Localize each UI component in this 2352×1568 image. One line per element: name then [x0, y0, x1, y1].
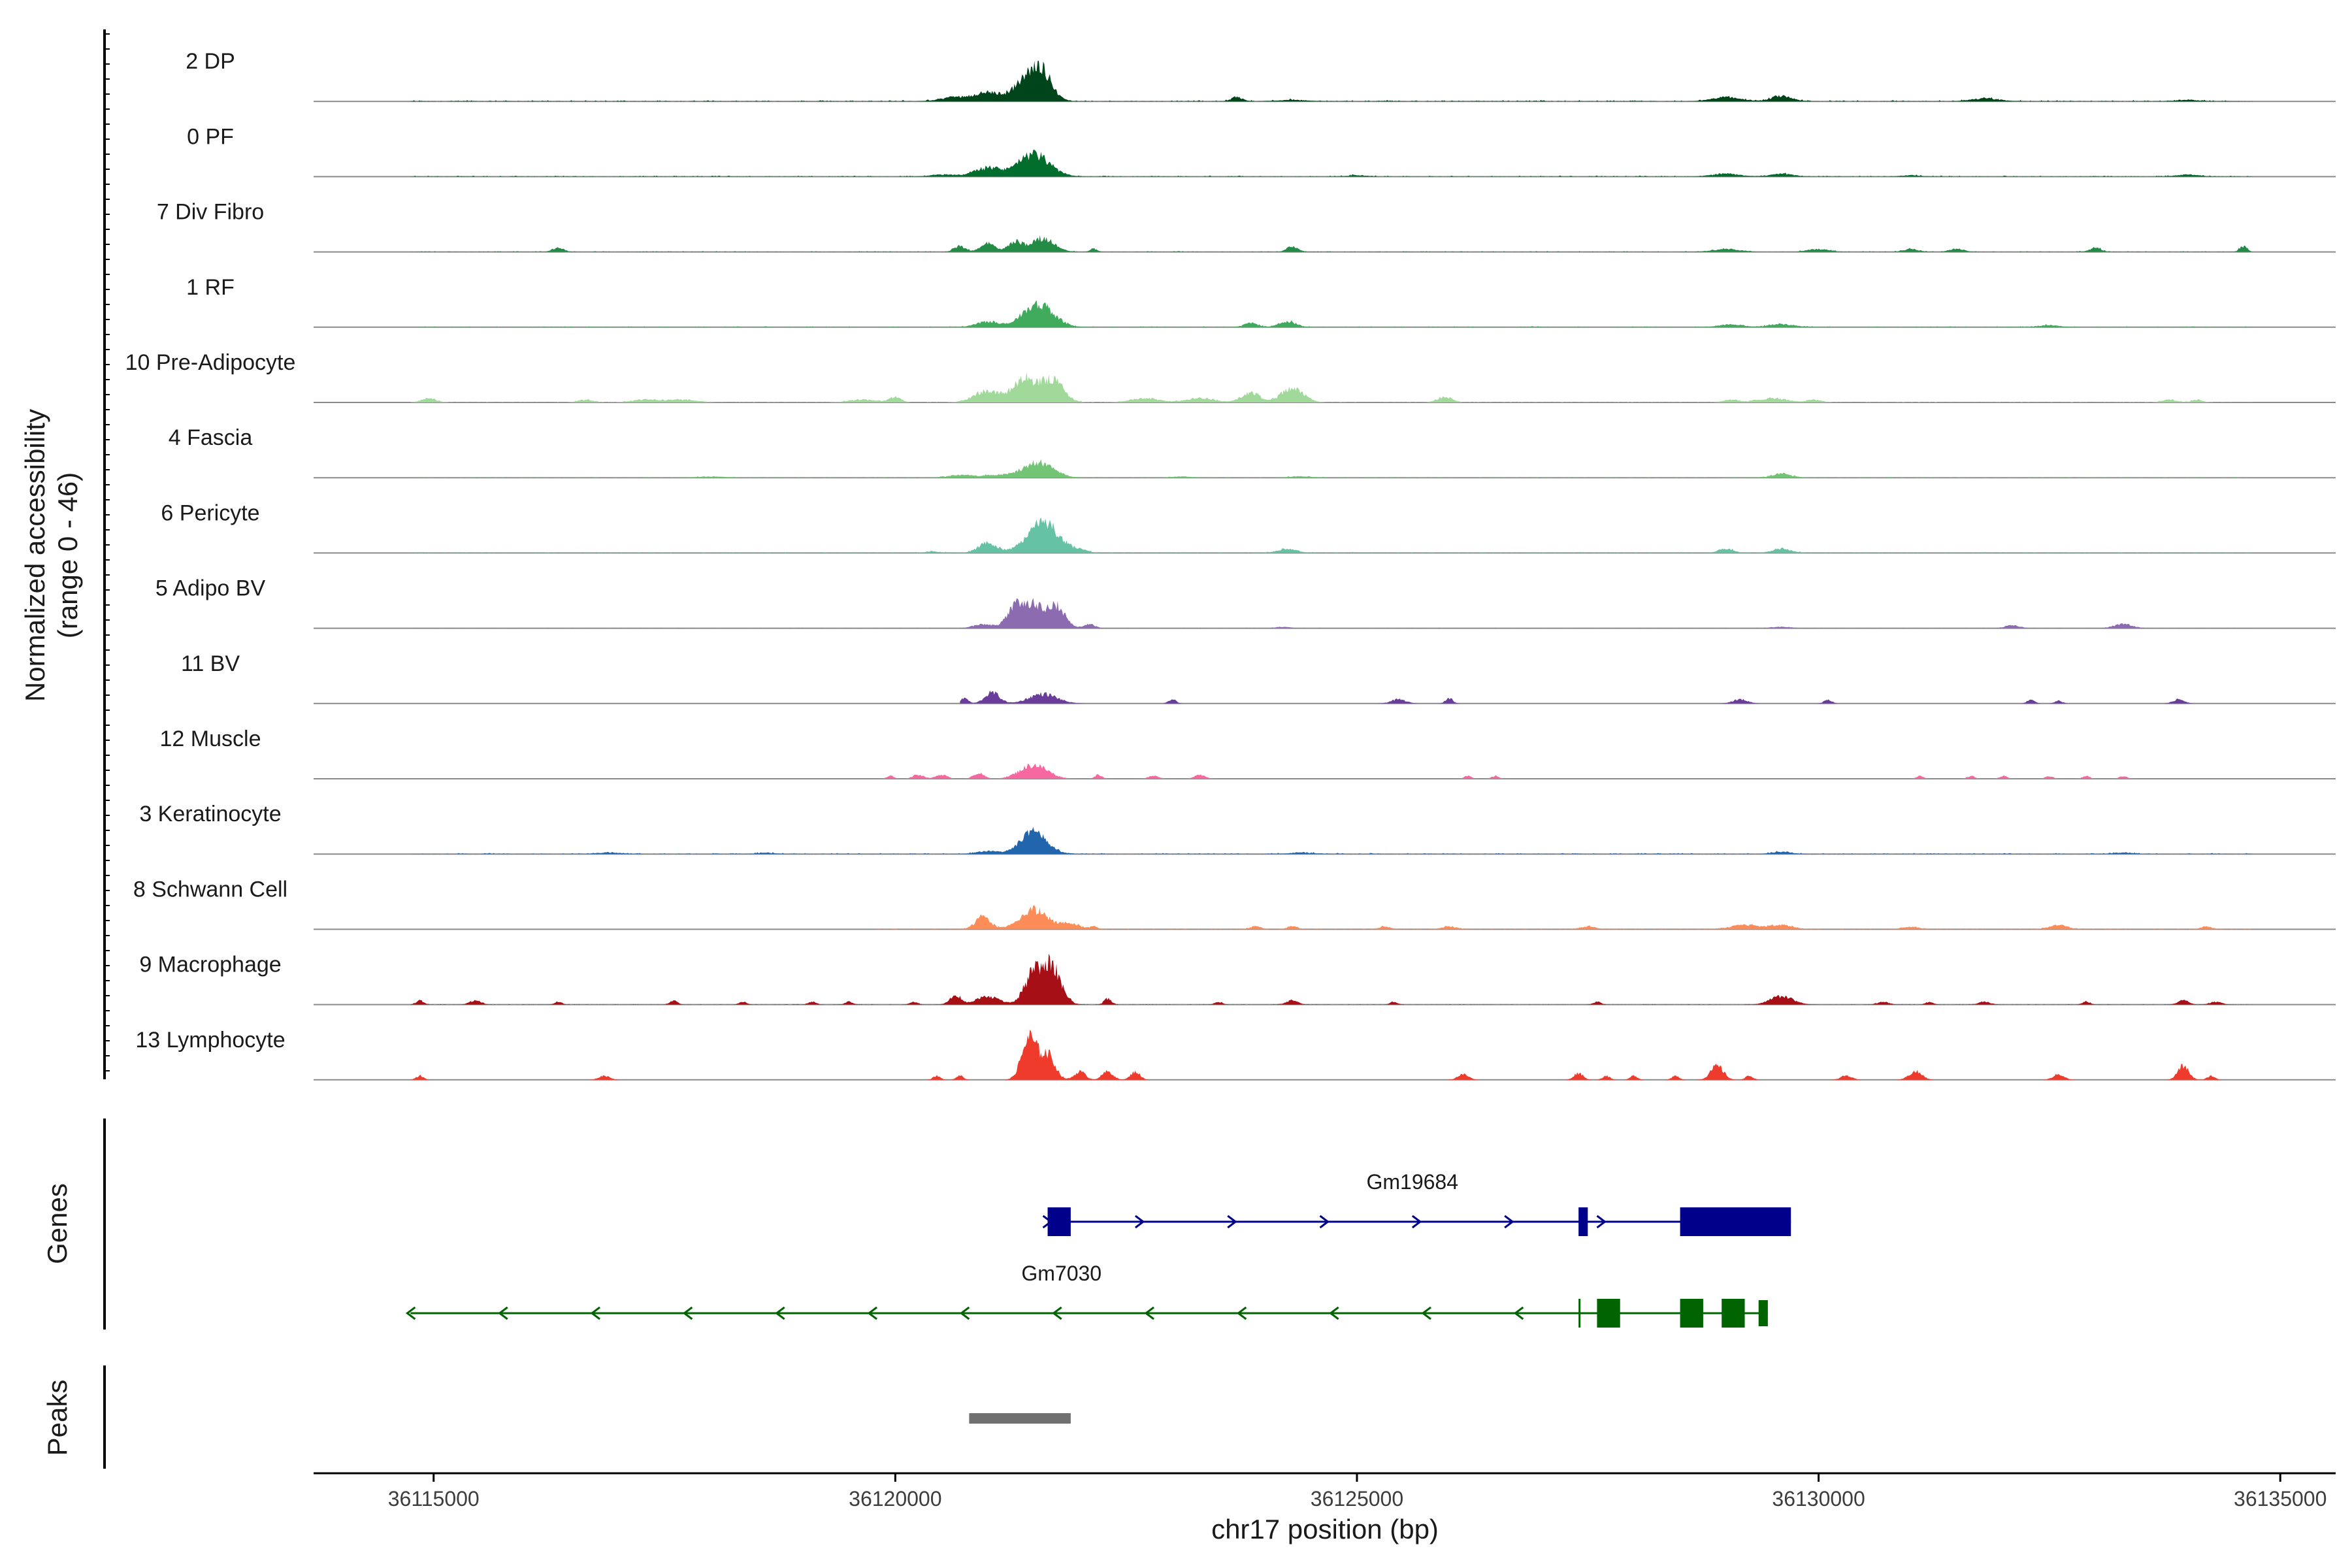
exon-block	[1722, 1299, 1745, 1328]
strand-arrow	[1134, 1215, 1145, 1229]
strand-arrow	[1596, 1215, 1607, 1229]
strand-arrow	[1052, 1306, 1062, 1320]
strand-arrow	[1421, 1306, 1431, 1320]
strand-arrow	[775, 1306, 785, 1320]
gene-label: Gm19684	[1366, 1170, 1458, 1194]
track-14: 13 Lymphocyte	[135, 1028, 2336, 1081]
gene-gm19684: Gm19684	[1042, 1170, 1791, 1236]
coverage-area	[410, 300, 2253, 327]
track-label: 8 Schwann Cell	[133, 877, 287, 902]
track-label: 11 BV	[181, 651, 240, 676]
exon-block	[1758, 1300, 1768, 1326]
track-label: 7 Div Fibro	[157, 200, 264, 225]
exon-block	[1578, 1299, 1581, 1328]
coverage-area	[410, 372, 2253, 402]
gene-label: Gm7030	[1021, 1262, 1102, 1285]
x-tick-label: 36120000	[849, 1487, 941, 1511]
track-label: 0 PF	[187, 124, 234, 149]
strand-arrow	[405, 1306, 416, 1320]
track-11: 3 Keratinocyte	[139, 802, 2336, 855]
track-label: 6 Pericyte	[161, 500, 259, 525]
gene-annotations: Gm19684 Gm7030	[405, 1170, 1791, 1328]
track-9: 11 BV	[181, 651, 2336, 704]
x-tick-label: 36130000	[1772, 1487, 1865, 1511]
track-4: 1 RF	[186, 275, 2336, 328]
track-label: 10 Pre-Adipocyte	[125, 350, 296, 375]
gene-gm7030: Gm7030	[405, 1262, 1768, 1328]
track-label: 13 Lymphocyte	[135, 1028, 285, 1053]
strand-arrow	[1504, 1215, 1514, 1229]
peaks-panel-title: Peaks	[42, 1380, 73, 1456]
coverage-area	[410, 1030, 2253, 1080]
coverage-area	[410, 598, 2253, 629]
strand-arrow	[1513, 1306, 1524, 1320]
track-6: 4 Fascia	[169, 425, 2336, 479]
coverage-area	[410, 235, 2253, 252]
x-tick-label: 36135000	[2234, 1487, 2327, 1511]
coverage-tracks: 2 DP 0 PF 7 Div Fibro 1 RF 10 Pre-Adipocyte 4…	[125, 49, 2336, 1081]
track-label: 2 DP	[186, 49, 235, 74]
strand-arrow	[1227, 1215, 1237, 1229]
coverage-area	[410, 763, 2253, 779]
peak-regions	[969, 1413, 1071, 1424]
track-3: 7 Div Fibro	[157, 200, 2336, 253]
coverage-area	[410, 953, 2253, 1005]
exon-block	[1680, 1207, 1791, 1236]
track-label: 3 Keratinocyte	[139, 802, 281, 826]
x-axis: 36115000 36120000 36125000 36130000 36135000	[388, 1473, 2327, 1511]
y-axis-title: Normalized accessibility	[20, 409, 50, 702]
track-10: 12 Muscle	[160, 727, 2336, 779]
track-1: 2 DP	[186, 49, 2336, 103]
track-label: 5 Adipo BV	[155, 576, 266, 601]
peak-region-bar	[969, 1413, 1071, 1424]
exon-block	[1047, 1207, 1071, 1236]
y-axis-range: (range 0 - 46)	[52, 472, 83, 638]
track-label: 1 RF	[186, 275, 235, 300]
coverage-area	[410, 826, 2253, 855]
track-label: 9 Macrophage	[139, 953, 281, 977]
strand-arrow	[1144, 1306, 1154, 1320]
strand-arrow	[1411, 1215, 1422, 1229]
coverage-area	[960, 690, 2197, 704]
x-tick-label: 36115000	[388, 1487, 480, 1511]
track-label: 12 Muscle	[160, 727, 261, 751]
coverage-area	[410, 150, 2253, 177]
strand-arrow	[867, 1306, 877, 1320]
exon-block	[1578, 1207, 1588, 1236]
coverage-area	[410, 517, 2253, 553]
exon-block	[1597, 1299, 1620, 1328]
track-13: 9 Macrophage	[139, 953, 2336, 1005]
track-7: 6 Pericyte	[161, 500, 2336, 554]
strand-arrow	[682, 1306, 693, 1320]
track-8: 5 Adipo BV	[155, 576, 2336, 629]
strand-arrow	[959, 1306, 970, 1320]
strand-arrow	[498, 1306, 508, 1320]
track-label: 4 Fascia	[169, 425, 253, 450]
strand-arrow	[1319, 1215, 1330, 1229]
coverage-area	[877, 905, 2253, 930]
track-12: 8 Schwann Cell	[133, 877, 2336, 930]
x-axis-title: chr17 position (bp)	[1211, 1514, 1439, 1544]
y-minor-ticks	[105, 33, 110, 1071]
strand-arrow	[1329, 1306, 1339, 1320]
track-5: 10 Pre-Adipocyte	[125, 350, 2336, 403]
strand-arrow	[1236, 1306, 1247, 1320]
genes-panel-title: Genes	[42, 1183, 73, 1264]
coverage-area	[410, 459, 2253, 478]
strand-arrow	[590, 1306, 600, 1320]
x-tick-label: 36125000	[1311, 1487, 1403, 1511]
coverage-area	[410, 61, 2253, 102]
track-2: 0 PF	[187, 124, 2336, 178]
exon-block	[1680, 1299, 1703, 1328]
